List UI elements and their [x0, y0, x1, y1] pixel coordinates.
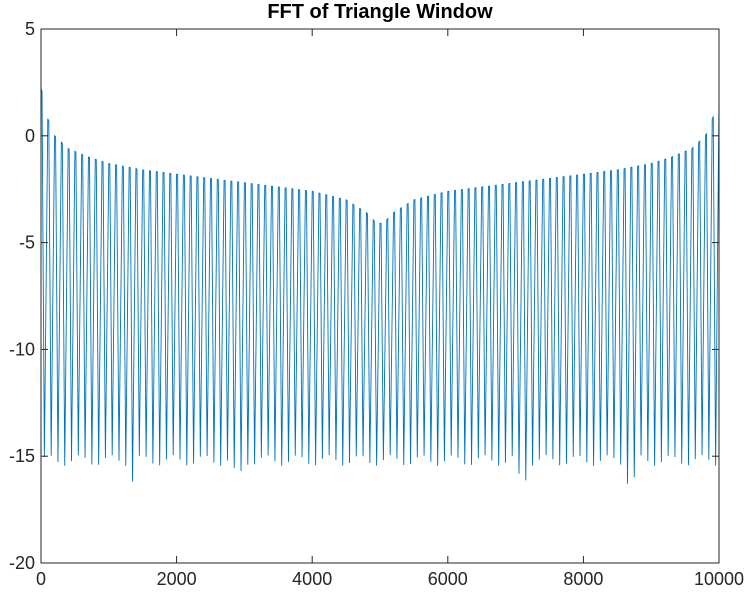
plot-area — [40, 88, 720, 484]
x-tick-label: 0 — [36, 569, 46, 589]
x-tick-label: 2000 — [157, 569, 197, 589]
y-tick-label: 5 — [25, 19, 35, 39]
x-tick-label: 10000 — [694, 569, 744, 589]
x-tick-label: 4000 — [292, 569, 332, 589]
x-tick-label: 6000 — [428, 569, 468, 589]
y-tick-label: -10 — [9, 339, 35, 359]
y-tick-label: -20 — [9, 553, 35, 573]
chart-title: FFT of Triangle Window — [267, 1, 493, 23]
axes: 0 2000 4000 6000 8000 10000 5 0 -5 -10 -15 -20 — [9, 19, 744, 589]
y-tick-label: -15 — [9, 446, 35, 466]
series-line — [40, 88, 720, 484]
y-tick-label: 0 — [25, 126, 35, 146]
y-tick-label: -5 — [19, 233, 35, 253]
x-tick-label: 8000 — [563, 569, 603, 589]
axis-box — [40, 28, 720, 564]
